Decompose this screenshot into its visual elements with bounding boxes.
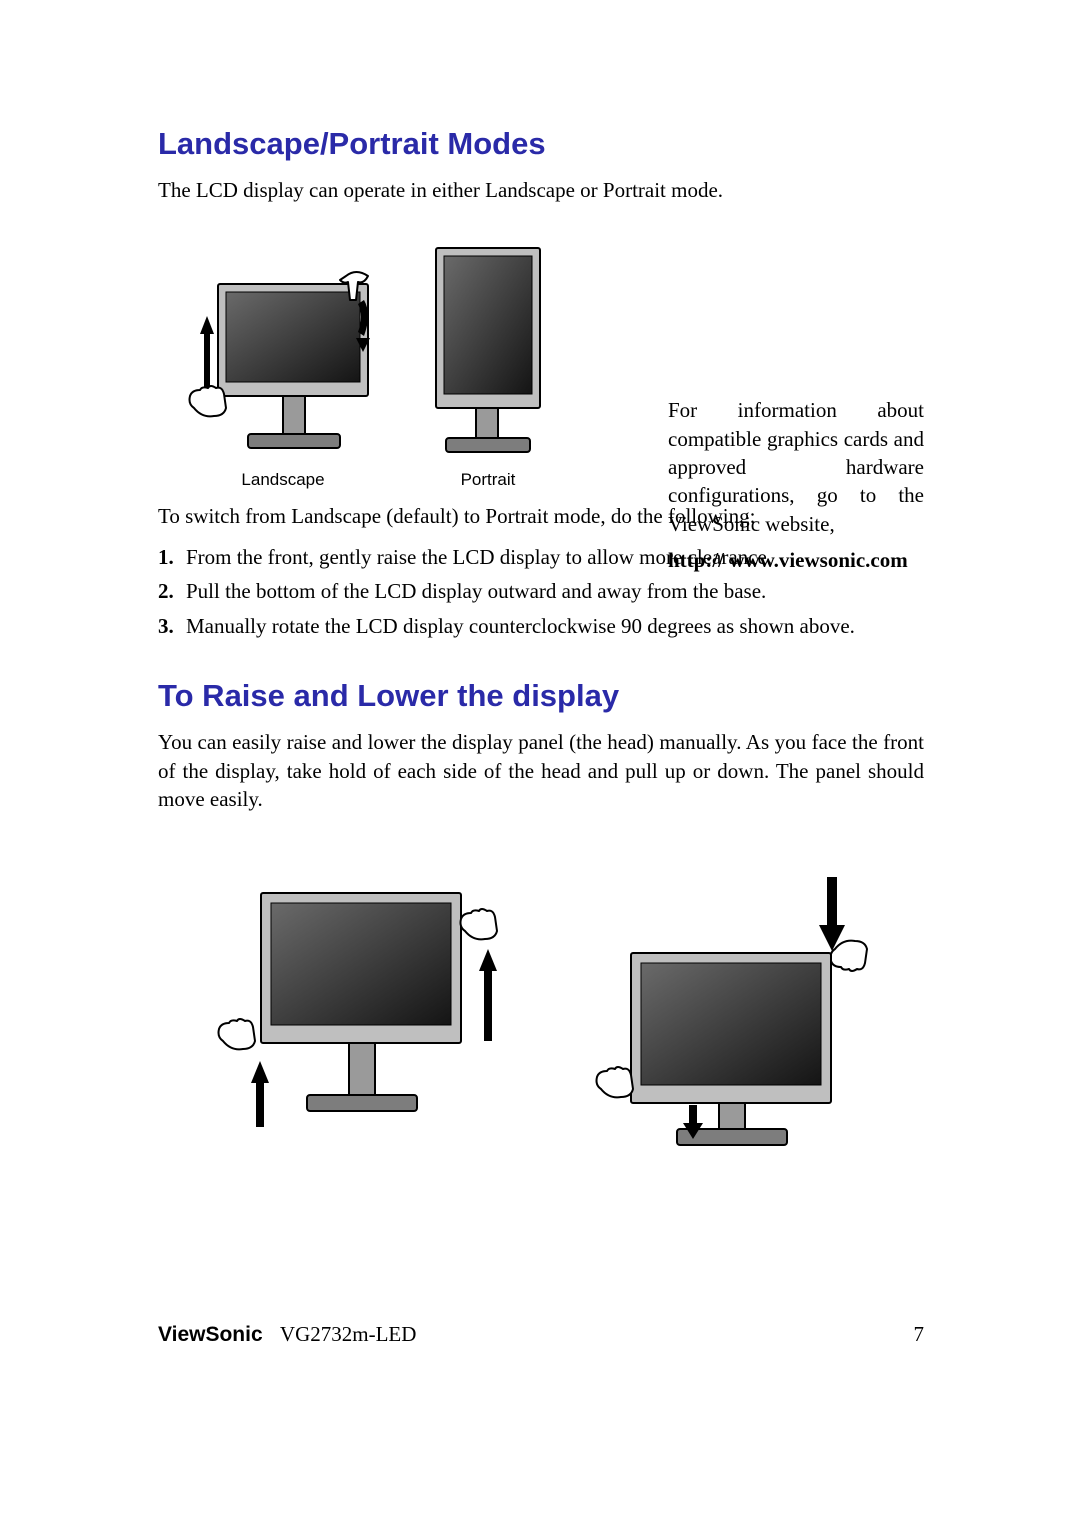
step-2: Pull the bottom of the LCD display outwa… — [158, 575, 924, 608]
raise-display-icon — [211, 873, 511, 1133]
figure-portrait: Portrait — [418, 244, 558, 490]
raise-lower-paragraph: You can easily raise and lower the displ… — [158, 728, 924, 813]
portrait-monitor-icon — [418, 244, 558, 464]
steps-list: From the front, gently raise the LCD dis… — [158, 541, 924, 643]
side-paragraph: For information about compatible graphic… — [668, 396, 924, 538]
intro-text: The LCD display can operate in either La… — [158, 176, 924, 204]
footer-brand-model: ViewSonic VG2732m-LED — [158, 1322, 416, 1347]
figure-row-2 — [158, 873, 924, 1163]
step-1: From the front, gently raise the LCD dis… — [158, 541, 924, 574]
caption-portrait: Portrait — [461, 470, 516, 490]
figure-block-1: Landscape Portrait For information about… — [158, 244, 924, 490]
footer-brand: ViewSonic — [158, 1323, 263, 1346]
page-footer: ViewSonic VG2732m-LED 7 — [158, 1322, 924, 1347]
lower-display-icon — [571, 873, 871, 1163]
landscape-monitor-icon — [188, 264, 378, 464]
footer-page-number: 7 — [914, 1322, 925, 1347]
footer-model: VG2732m-LED — [280, 1322, 416, 1346]
section-raise-lower: To Raise and Lower the display You can e… — [158, 678, 924, 1163]
caption-landscape: Landscape — [241, 470, 324, 490]
page-content: Landscape/Portrait Modes The LCD display… — [158, 126, 924, 1163]
heading-raise-lower: To Raise and Lower the display — [158, 678, 924, 714]
figure-landscape: Landscape — [188, 264, 378, 490]
heading-landscape-portrait: Landscape/Portrait Modes — [158, 126, 924, 162]
step-3: Manually rotate the LCD display counterc… — [158, 610, 924, 643]
